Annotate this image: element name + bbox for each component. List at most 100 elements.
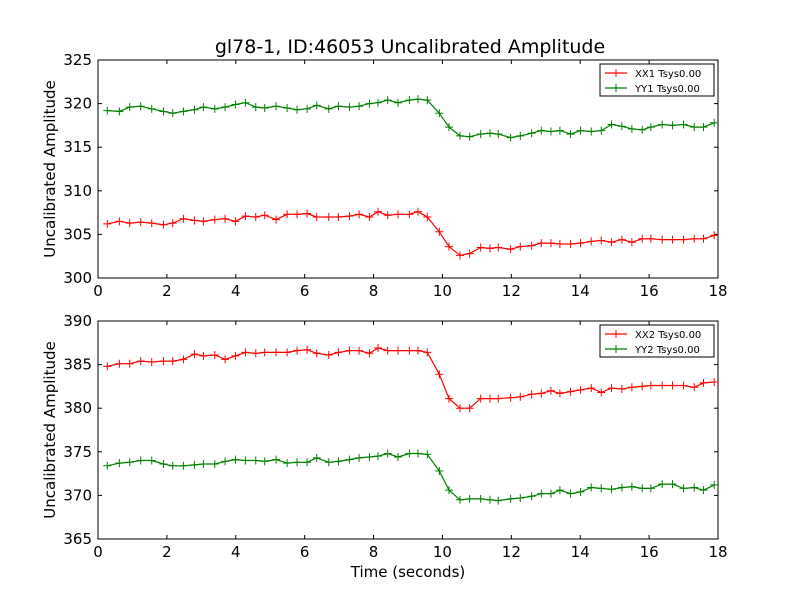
data-point	[159, 460, 168, 469]
data-point	[485, 495, 494, 504]
data-point	[241, 212, 250, 221]
data-point	[537, 389, 546, 398]
data-point	[435, 370, 444, 379]
data-point	[597, 236, 606, 245]
y-tick-label: 315	[63, 138, 92, 156]
data-point	[576, 487, 585, 496]
data-point	[383, 96, 392, 105]
data-point	[555, 389, 564, 398]
data-point	[103, 461, 112, 470]
data-point	[221, 214, 230, 223]
data-point	[435, 466, 444, 475]
legend-box	[599, 324, 715, 358]
data-point	[394, 98, 403, 107]
data-point	[587, 384, 596, 393]
data-point	[423, 450, 432, 459]
data-point	[405, 96, 414, 105]
data-point	[405, 449, 414, 458]
y-tick-label: 320	[63, 95, 92, 113]
data-point	[210, 351, 219, 360]
data-point	[199, 103, 208, 112]
data-point	[324, 212, 333, 221]
data-point	[168, 461, 177, 470]
data-point	[668, 480, 677, 489]
data-point	[303, 209, 312, 218]
data-point	[506, 494, 515, 503]
x-tick-label: 2	[162, 543, 172, 561]
legend-label: YY2 Tsys0.00	[634, 345, 700, 356]
data-point	[103, 362, 112, 371]
data-point	[283, 210, 292, 219]
data-point	[334, 102, 343, 111]
data-point	[555, 126, 564, 135]
y-tick-label: 370	[63, 486, 92, 504]
data-point	[679, 381, 688, 390]
data-point	[617, 235, 626, 244]
data-point	[617, 385, 626, 394]
data-point	[546, 239, 555, 248]
data-point	[423, 212, 432, 221]
data-point	[405, 210, 414, 219]
y-tick-label: 325	[63, 51, 92, 69]
x-tick-label: 4	[231, 282, 241, 300]
data-point	[190, 216, 199, 225]
data-point	[566, 489, 575, 498]
data-point	[125, 359, 134, 368]
data-point	[444, 486, 453, 495]
x-tick-label: 14	[571, 543, 590, 561]
data-point	[658, 120, 667, 129]
data-point	[355, 453, 364, 462]
data-point	[607, 238, 616, 247]
data-point	[587, 237, 596, 246]
data-point	[537, 126, 546, 135]
data-point	[485, 129, 494, 138]
x-tick-label: 8	[369, 282, 379, 300]
data-point	[159, 357, 168, 366]
x-tick-label: 12	[502, 543, 521, 561]
data-point	[241, 348, 250, 357]
data-point	[679, 235, 688, 244]
data-point	[272, 455, 281, 464]
data-point	[566, 239, 575, 248]
y-tick-label: 385	[63, 356, 92, 374]
data-point	[494, 243, 503, 252]
data-point	[210, 460, 219, 469]
data-point	[115, 359, 124, 368]
data-point	[506, 393, 515, 402]
data-point	[251, 103, 260, 112]
y-tick-label: 390	[63, 312, 92, 330]
data-point	[527, 129, 536, 138]
data-point	[231, 100, 240, 109]
data-point	[136, 102, 145, 111]
legend-box	[599, 63, 715, 97]
data-point	[312, 101, 321, 110]
data-point	[199, 351, 208, 360]
data-point	[546, 489, 555, 498]
data-point	[638, 125, 647, 134]
data-point	[221, 355, 230, 364]
data-point	[231, 455, 240, 464]
data-point	[241, 98, 250, 107]
data-point	[260, 457, 269, 466]
data-point	[646, 234, 655, 243]
data-point	[627, 482, 636, 491]
data-point	[516, 131, 525, 140]
data-point	[435, 227, 444, 236]
y-axis-label: Uncalibrated Amplitude	[41, 80, 59, 257]
data-point	[516, 392, 525, 401]
data-point	[334, 457, 343, 466]
data-point	[251, 349, 260, 358]
data-point	[260, 211, 269, 220]
data-point	[476, 494, 485, 503]
x-tick-label: 6	[300, 282, 310, 300]
legend-label: XX1 Tsys0.00	[635, 69, 701, 80]
data-point	[355, 346, 364, 355]
data-point	[699, 234, 708, 243]
y-tick-label: 310	[63, 182, 92, 200]
data-point	[627, 124, 636, 133]
legend-marker	[612, 345, 620, 353]
x-tick-label: 16	[640, 282, 659, 300]
data-point	[383, 346, 392, 355]
data-point	[413, 95, 422, 104]
